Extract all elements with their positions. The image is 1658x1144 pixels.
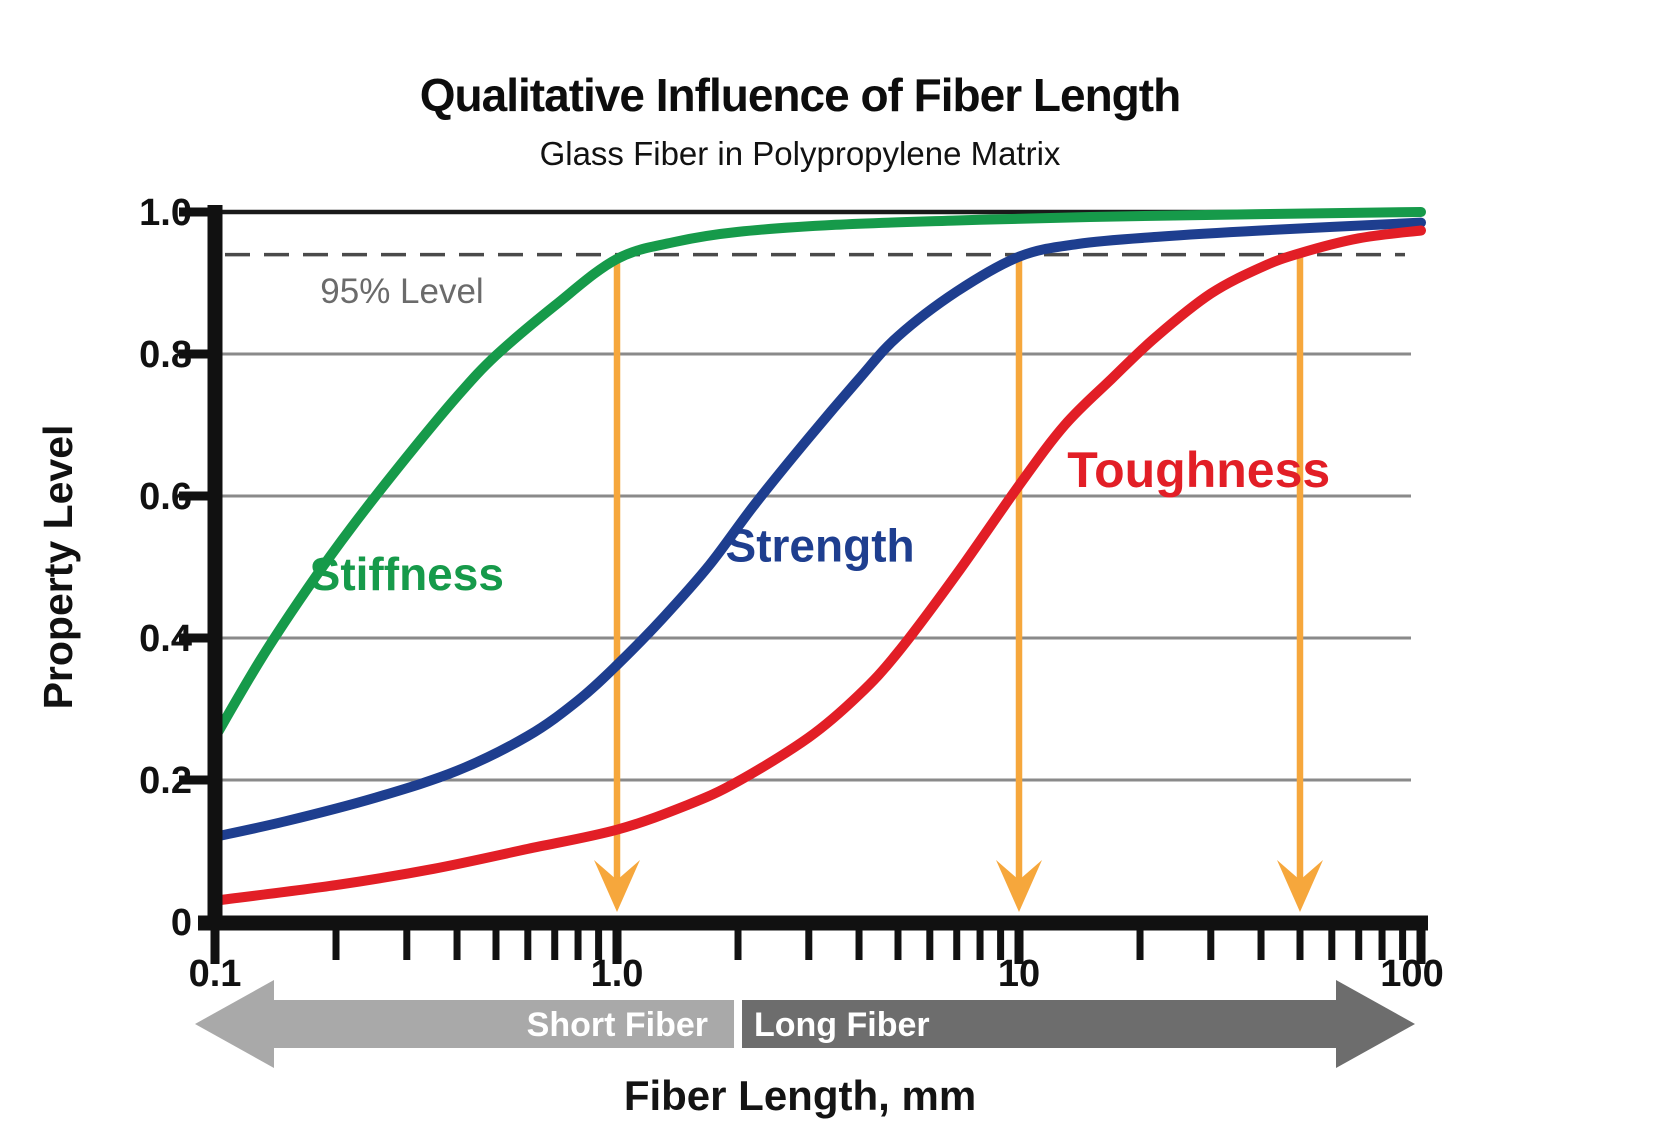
series-label-strength: Strength (726, 520, 915, 572)
long-fiber-band (742, 1000, 1338, 1048)
curves-layer (210, 207, 1426, 906)
y-tick-label: 0.8 (139, 334, 192, 376)
curve-strength (210, 217, 1426, 842)
y-tick-label: 0.2 (139, 760, 192, 802)
short-fiber-label: Short Fiber (527, 1006, 708, 1044)
x-axis-title: Fiber Length, mm (624, 1072, 976, 1119)
threshold-arrows-layer (594, 254, 1323, 912)
threshold-arrow (1276, 254, 1323, 912)
threshold-arrow (594, 254, 640, 912)
axes-layer (198, 205, 1428, 931)
y-tick-label: 0 (171, 902, 192, 944)
x-tick-label: 1.0 (591, 953, 644, 995)
banner-arrowhead-right (1336, 980, 1415, 1068)
curve-stiffness (210, 207, 1426, 743)
series-label-toughness: Toughness (1067, 442, 1330, 498)
short-fiber-band (272, 1000, 735, 1048)
curve-toughness (210, 225, 1426, 906)
tick-labels-layer: 1.0 0.8 0.6 0.4 0.2 0 0.1 1.0 10 100 (139, 192, 1444, 995)
banner-arrowhead-left (195, 980, 274, 1068)
x-tick-label: 10 (998, 953, 1040, 995)
long-fiber-label: Long Fiber (754, 1006, 930, 1044)
y-tick-label: 0.6 (139, 476, 192, 518)
x-tick-label: 0.1 (189, 953, 242, 995)
threshold-arrow (996, 254, 1042, 912)
chart-title: Qualitative Influence of Fiber Length (420, 69, 1180, 121)
y-tick-label: 1.0 (139, 192, 192, 234)
x-tick-label: 100 (1380, 953, 1443, 995)
threshold-arrowhead (594, 860, 640, 912)
ticks-layer (179, 207, 1426, 964)
threshold-arrowhead (1276, 860, 1323, 912)
y-axis-title: Property Level (35, 425, 81, 710)
threshold-arrowhead (996, 860, 1042, 912)
chart-subtitle: Glass Fiber in Polypropylene Matrix (540, 135, 1061, 172)
fiber-band-banner (195, 980, 1415, 1068)
series-label-stiffness: Stiffness (310, 548, 504, 600)
y-tick-label: 0.4 (139, 618, 192, 660)
95-percent-label: 95% Level (320, 272, 483, 311)
